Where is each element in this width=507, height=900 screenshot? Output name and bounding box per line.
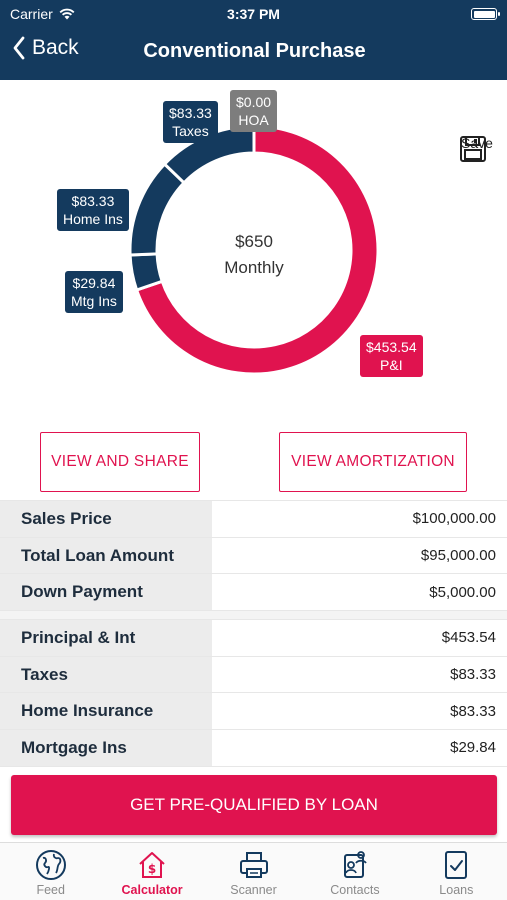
slice-tag-value: $83.33 [169, 105, 212, 121]
table-row: Mortgage Ins $29.84 [0, 730, 507, 767]
battery-icon [471, 8, 500, 20]
row-value: $29.84 [450, 739, 496, 757]
row-value: $95,000.00 [420, 547, 496, 565]
payment-chart: $650 Monthly $0.00 HOA $83.33 Taxes $83.… [0, 80, 507, 420]
slice-tag-label: P&I [380, 357, 403, 373]
row-value: $5,000.00 [429, 583, 496, 601]
tab-label: Scanner [230, 883, 277, 897]
table-row: Down Payment $5,000.00 [0, 574, 507, 612]
tab-label: Loans [439, 883, 474, 897]
page-title: Conventional Purchase [143, 40, 366, 62]
contacts-icon [343, 851, 367, 878]
printer-icon [239, 852, 268, 878]
chart-center-value: $650 [235, 232, 273, 251]
row-label: Down Payment [0, 574, 212, 611]
slice-tag-home-ins: $83.33 Home Ins [57, 189, 129, 231]
slice-tag-label: Taxes [172, 123, 209, 139]
slice-tag-label: Mtg Ins [71, 293, 117, 309]
table-row: Total Loan Amount $95,000.00 [0, 537, 507, 575]
slice-tag-value: $0.00 [236, 94, 272, 110]
nav-bar: Carrier 3:37 PM Back Conventional Purcha… [0, 0, 507, 80]
calculator-house-icon: $ [139, 852, 165, 878]
row-label: Sales Price [0, 501, 212, 537]
slice-tag-pi: $453.54 P&I [360, 335, 423, 377]
back-label: Back [32, 36, 79, 59]
slice-tag-label: Home Ins [63, 211, 123, 227]
table-row: Taxes $83.33 [0, 656, 507, 694]
status-bar: Carrier 3:37 PM [0, 0, 507, 28]
tab-label: Feed [36, 883, 65, 897]
table-row: Home Insurance $83.33 [0, 693, 507, 731]
back-button[interactable]: Back [12, 36, 79, 60]
chart-center-label: Monthly [224, 258, 284, 277]
tab-contacts[interactable]: Contacts [304, 843, 405, 900]
floppy-disk-icon [460, 136, 486, 162]
carrier-info: Carrier [10, 6, 75, 22]
view-and-share-button[interactable]: VIEW AND SHARE [40, 432, 200, 492]
save-button[interactable]: Save [459, 135, 495, 162]
tab-bar: Feed $ Calculator Scanner Contacts [0, 842, 507, 900]
tab-feed[interactable]: Feed [0, 843, 101, 900]
row-value: $100,000.00 [412, 510, 496, 528]
slice-tag-mtg-ins: $29.84 Mtg Ins [65, 271, 123, 313]
tab-calculator[interactable]: $ Calculator [101, 843, 202, 900]
tab-loans[interactable]: Loans [406, 843, 507, 900]
row-value: $83.33 [450, 666, 496, 684]
clipboard-check-icon [445, 851, 468, 879]
chevron-left-icon [13, 36, 25, 60]
row-label: Principal & Int [0, 620, 212, 656]
svg-text:$: $ [148, 862, 156, 876]
row-value: $83.33 [450, 702, 496, 720]
row-label: Total Loan Amount [0, 537, 212, 574]
slice-tag-taxes: $83.33 Taxes [163, 101, 218, 143]
donut-chart [128, 124, 380, 376]
status-time: 3:37 PM [227, 6, 280, 22]
table-row: Sales Price $100,000.00 [0, 501, 507, 538]
tab-label: Calculator [121, 883, 183, 897]
loan-summary-table: Sales Price $100,000.00 Total Loan Amoun… [0, 500, 507, 767]
slice-tag-value: $29.84 [72, 275, 116, 291]
wifi-icon [59, 8, 75, 20]
row-label: Taxes [0, 656, 212, 693]
table-row: Principal & Int $453.54 [0, 620, 507, 657]
tab-scanner[interactable]: Scanner [203, 843, 304, 900]
donut-slice-taxes [162, 124, 256, 185]
slice-tag-value: $83.33 [71, 193, 115, 209]
slice-tag-value: $453.54 [366, 339, 417, 355]
get-prequalified-button[interactable]: GET PRE-QUALIFIED BY LOAN [11, 775, 497, 835]
globe-icon [35, 850, 66, 880]
row-label: Mortgage Ins [0, 730, 212, 766]
row-label: Home Insurance [0, 693, 212, 730]
carrier-label: Carrier [10, 6, 53, 22]
row-value: $453.54 [441, 629, 496, 647]
view-amortization-button[interactable]: VIEW AMORTIZATION [279, 432, 467, 492]
slice-tag-label: HOA [238, 112, 269, 128]
tab-label: Contacts [330, 883, 380, 897]
section-divider [0, 611, 507, 621]
donut-slice-p-i [134, 124, 380, 376]
slice-tag-hoa: $0.00 HOA [230, 90, 278, 132]
